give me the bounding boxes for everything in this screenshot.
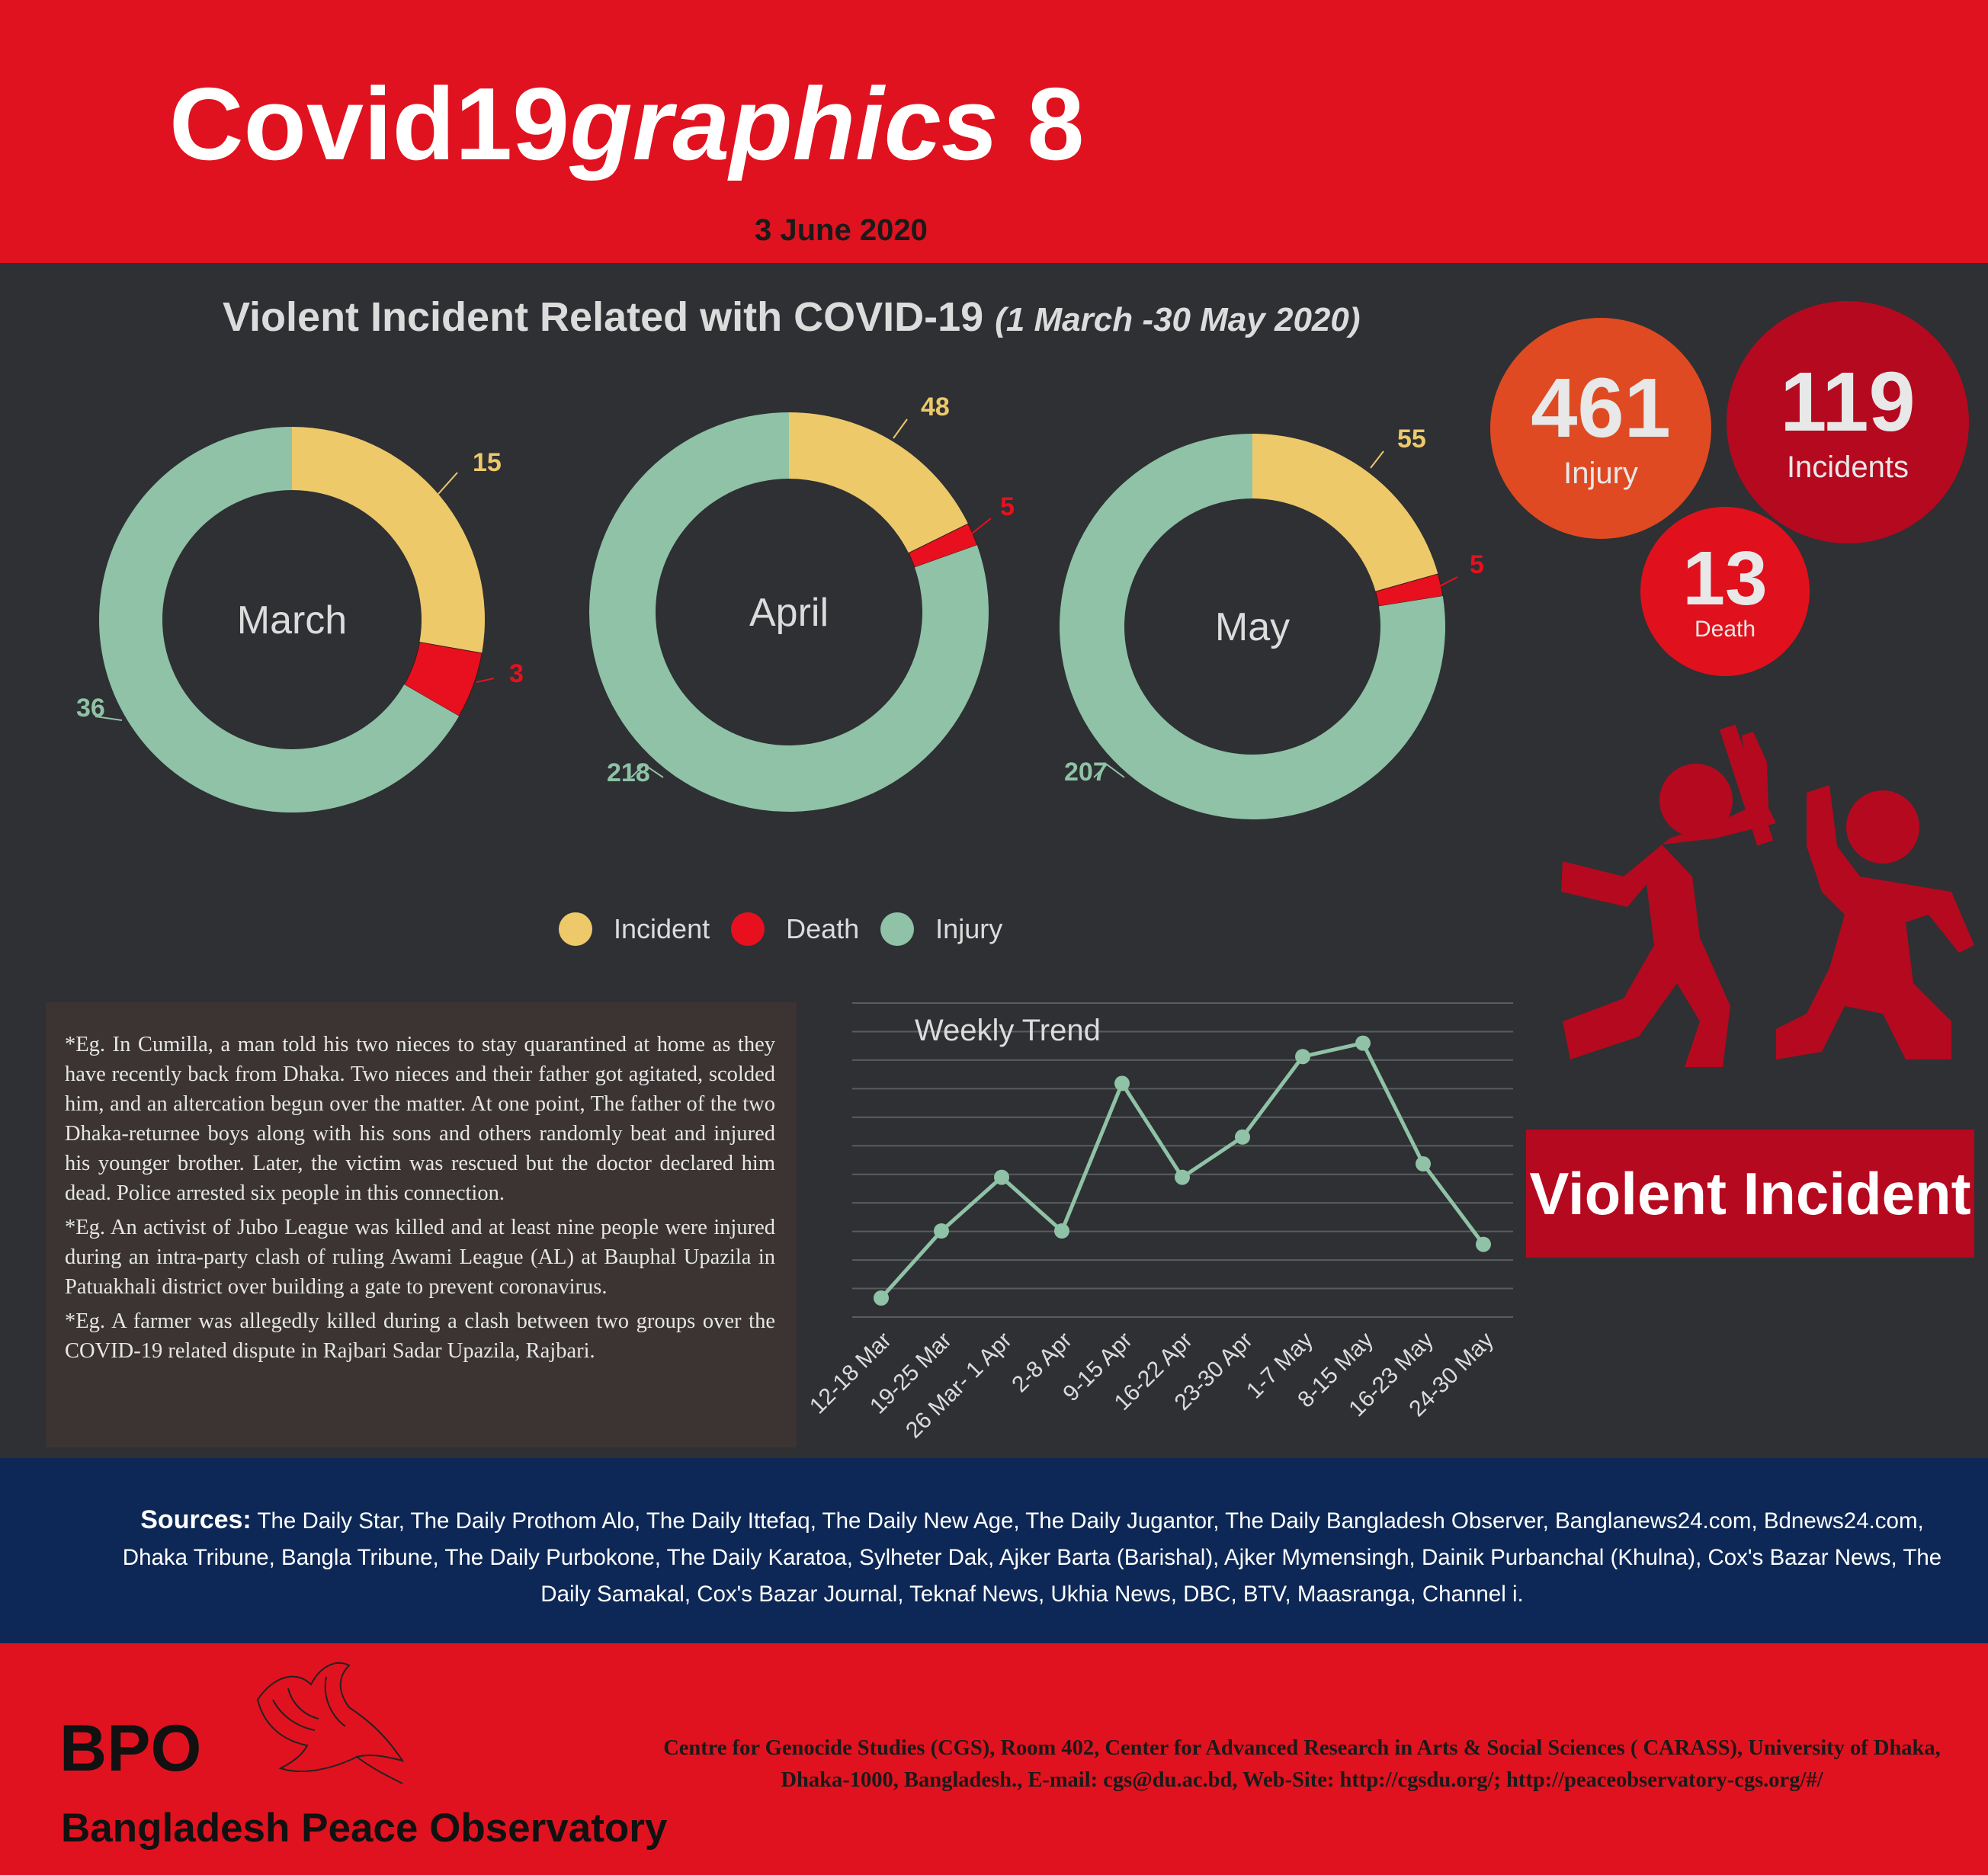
donut-may-slice-incident <box>1252 434 1438 592</box>
legend-swatch-death <box>731 912 765 946</box>
donut-march-slice-injury <box>99 427 460 812</box>
data-label: 36 <box>76 694 105 723</box>
data-label-leader <box>438 472 458 495</box>
data-label-leader <box>630 763 664 778</box>
injury-total-bubble: 461 Injury <box>1490 318 1711 539</box>
data-label: 5 <box>1470 550 1484 579</box>
incidents-total-label: Incidents <box>1786 450 1909 484</box>
data-label-leader <box>95 716 123 721</box>
org-name: Bangladesh Peace Observatory <box>61 1806 668 1851</box>
story-paragraph: *Eg. In Cumilla, a man told his two niec… <box>65 1033 775 1205</box>
data-label-leader <box>1370 450 1384 469</box>
donut-may-slice-injury <box>1060 434 1445 820</box>
donut-april-slice-injury <box>589 412 989 812</box>
story-paragraph: *Eg. A farmer was allegedly killed durin… <box>65 1309 775 1363</box>
trend-point <box>1416 1156 1431 1171</box>
data-label: 5 <box>1000 492 1015 521</box>
dove-logo-icon <box>256 1662 405 1784</box>
chart-section-title: Violent Incident Related with COVID-19 (… <box>223 294 1361 340</box>
trend-point <box>1235 1129 1250 1145</box>
legend-swatch-injury <box>880 912 915 946</box>
footer-banner <box>0 1643 1988 1875</box>
legend-item-incident: Incident <box>559 912 710 946</box>
sources-list: The Daily Star, The Daily Prothom Alo, T… <box>122 1508 1942 1607</box>
data-label: 207 <box>1064 758 1108 787</box>
data-label: 218 <box>607 758 650 787</box>
donut-center-label: May <box>1215 605 1290 649</box>
data-label: 55 <box>1397 425 1426 454</box>
org-address: Centre for Genocide Studies (CGS), Room … <box>663 1736 1941 1792</box>
publish-date: 3 June 2020 <box>755 213 928 247</box>
death-total-value: 13 <box>1682 536 1768 621</box>
org-acronym: BPO <box>59 1712 202 1785</box>
example-incidents-box: *Eg. In Cumilla, a man told his two niec… <box>46 1002 797 1447</box>
data-label: 15 <box>473 448 502 477</box>
donut-center-label: March <box>237 598 347 643</box>
trend-point <box>934 1223 949 1239</box>
donut-april-slice-incident <box>789 412 969 553</box>
violent-incident-label: Violent Incident <box>1526 1130 1974 1258</box>
trend-point <box>1476 1236 1491 1252</box>
trend-point <box>1355 1035 1371 1051</box>
data-label-leader <box>476 678 495 683</box>
trend-point <box>1054 1223 1069 1239</box>
trend-point <box>994 1169 1009 1185</box>
chart-legend: Incident Death Injury <box>559 912 1002 946</box>
data-label-leader <box>1093 763 1125 778</box>
injury-total-value: 461 <box>1531 361 1671 455</box>
legend-label: Death <box>786 913 860 944</box>
donut-march-slice-incident <box>292 427 485 653</box>
trend-point <box>1295 1049 1310 1065</box>
death-total-label: Death <box>1694 617 1756 642</box>
legend-label: Injury <box>935 913 1003 944</box>
sources-panel: Sources: The Daily Star, The Daily Proth… <box>0 1458 1988 1643</box>
data-label: 3 <box>509 659 524 688</box>
x-tick-label: 26 Mar- 1 Apr <box>901 1328 1017 1444</box>
header-banner <box>0 0 1988 263</box>
injury-total-label: Injury <box>1563 456 1638 490</box>
data-label-leader <box>971 518 992 534</box>
story-paragraph: *Eg. An activist of Jubo League was kill… <box>65 1216 775 1299</box>
trend-point <box>1175 1169 1190 1185</box>
violence-icon <box>1561 724 1974 1067</box>
donut-center-label: April <box>749 591 829 635</box>
data-label: 48 <box>921 393 950 421</box>
legend-item-injury: Injury <box>880 912 1002 946</box>
death-total-bubble: 13 Death <box>1640 507 1810 676</box>
legend-swatch-incident <box>559 912 592 946</box>
legend-label: Incident <box>614 913 710 944</box>
sources-heading: Sources: <box>140 1505 252 1534</box>
data-label-leader <box>1438 576 1458 588</box>
legend-item-death: Death <box>731 912 859 946</box>
trend-point <box>874 1290 889 1306</box>
data-label-leader <box>893 418 908 439</box>
incidents-total-bubble: 119 Incidents <box>1727 301 1969 543</box>
incidents-total-value: 119 <box>1780 354 1916 449</box>
line-chart-title: Weekly Trend <box>915 1014 1101 1047</box>
page-title: Covid19graphics 8 <box>169 66 1085 181</box>
trend-point <box>1114 1075 1130 1091</box>
